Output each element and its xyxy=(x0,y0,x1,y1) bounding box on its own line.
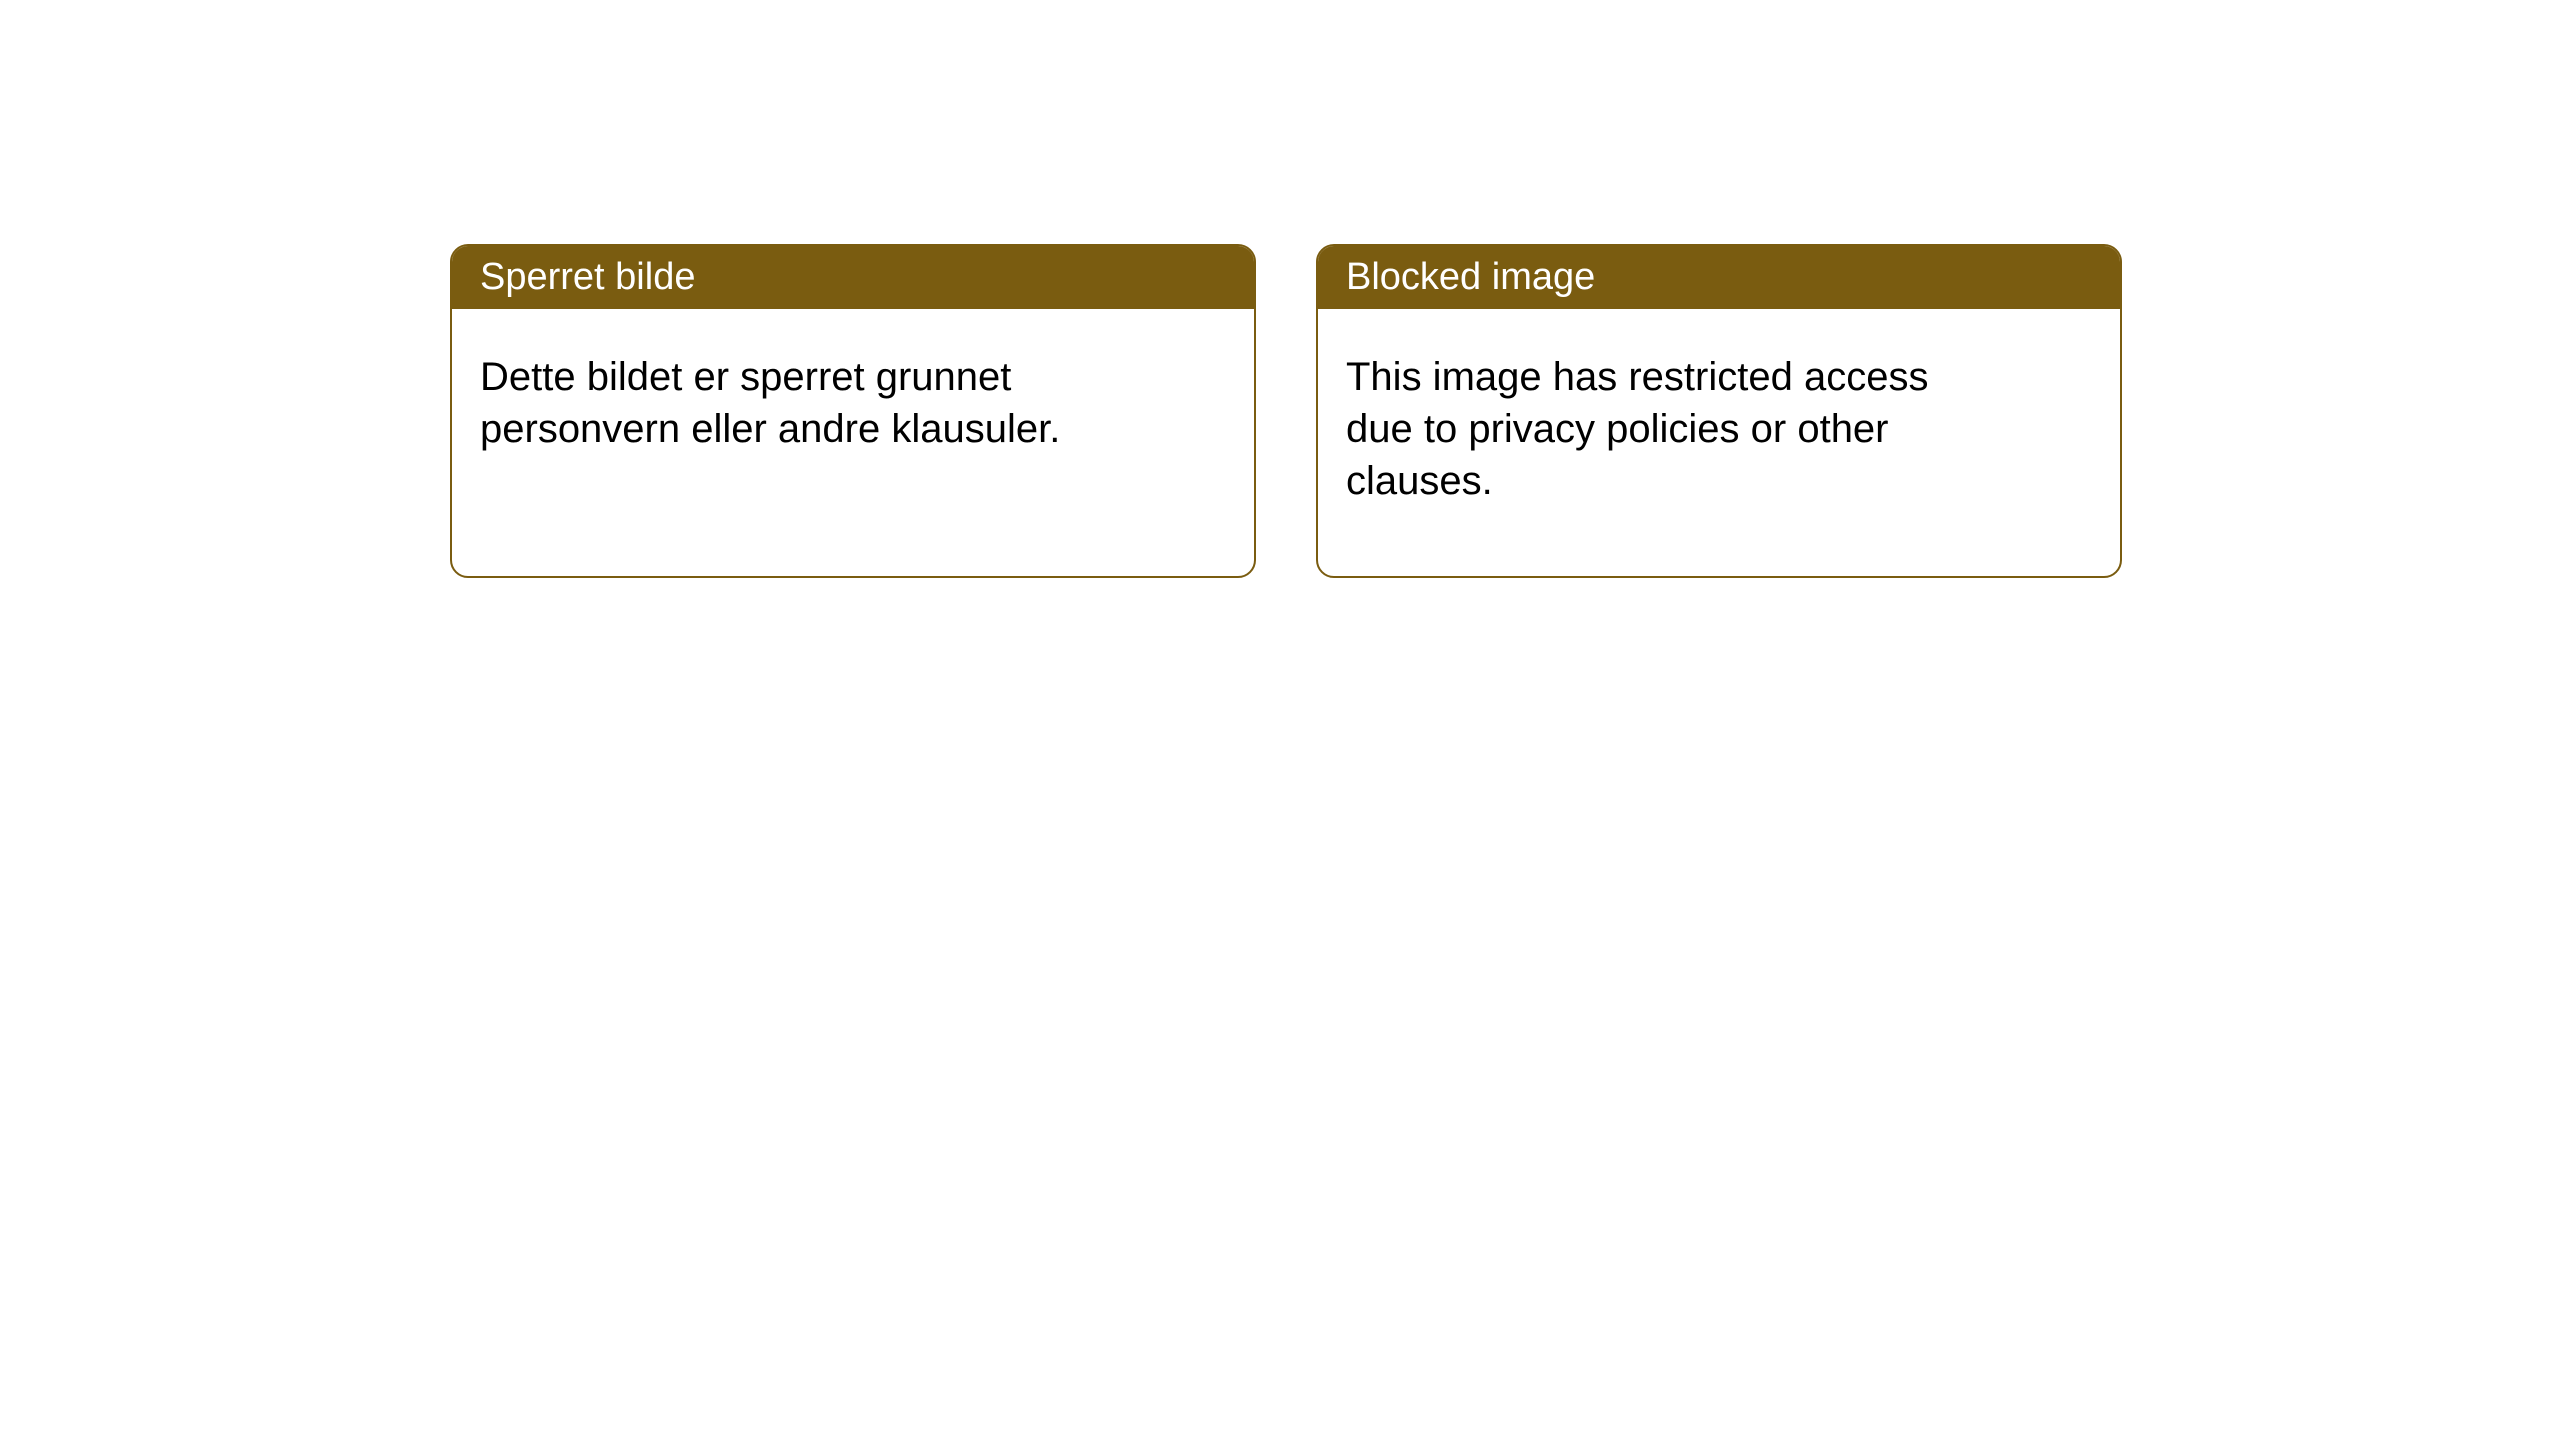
notice-card-english: Blocked image This image has restricted … xyxy=(1316,244,2122,578)
notice-card-norwegian: Sperret bilde Dette bildet er sperret gr… xyxy=(450,244,1256,578)
notice-container: Sperret bilde Dette bildet er sperret gr… xyxy=(450,244,2122,578)
notice-text-norwegian: Dette bildet er sperret grunnet personve… xyxy=(480,355,1060,451)
notice-body-norwegian: Dette bildet er sperret grunnet personve… xyxy=(452,309,1152,497)
notice-header-english: Blocked image xyxy=(1318,246,2120,309)
notice-text-english: This image has restricted access due to … xyxy=(1346,355,1928,503)
notice-header-norwegian: Sperret bilde xyxy=(452,246,1254,309)
notice-title-english: Blocked image xyxy=(1346,256,1595,298)
notice-title-norwegian: Sperret bilde xyxy=(480,256,695,298)
notice-body-english: This image has restricted access due to … xyxy=(1318,309,2018,549)
